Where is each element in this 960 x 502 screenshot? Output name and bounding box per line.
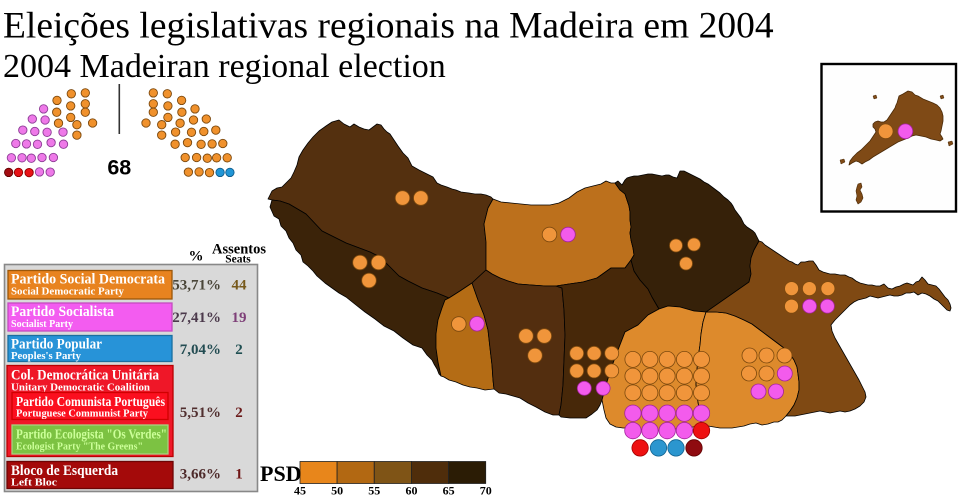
svg-text:44: 44 [232,278,248,294]
svg-text:2004 Madeiran regional electio: 2004 Madeiran regional election [3,48,446,85]
svg-text:65: 65 [443,484,455,498]
svg-text:Peoples's Party: Peoples's Party [11,351,82,362]
svg-text:60: 60 [405,484,417,498]
svg-text:Ecologist Party "The Greens": Ecologist Party "The Greens" [16,442,143,453]
svg-text:5,51%: 5,51% [180,405,221,421]
svg-text:3,66%: 3,66% [180,467,221,483]
svg-text:Bloco de Esquerda: Bloco de Esquerda [11,463,118,479]
svg-text:Col. Democrática Unitária: Col. Democrática Unitária [11,368,159,384]
svg-text:Assentos: Assentos [212,242,266,258]
svg-text:68: 68 [107,156,131,180]
svg-text:Portuguese Communist Party: Portuguese Communist Party [16,409,149,420]
svg-text:%: % [189,249,204,265]
svg-text:45: 45 [294,484,306,498]
svg-text:PSD: PSD [260,461,302,486]
svg-text:2: 2 [235,342,243,358]
svg-text:53,71%: 53,71% [172,278,221,294]
svg-text:Partido Comunista Português: Partido Comunista Português [16,394,165,409]
svg-text:70: 70 [480,484,492,498]
svg-text:Social Democratic Party: Social Democratic Party [11,287,125,298]
svg-text:27,41%: 27,41% [172,310,221,326]
svg-text:Partido Ecologista "Os Verdes": Partido Ecologista "Os Verdes" [16,427,167,442]
svg-text:7,04%: 7,04% [180,342,221,358]
svg-text:19: 19 [232,310,247,326]
svg-text:Seats: Seats [225,254,251,266]
svg-text:Socialist Party: Socialist Party [11,319,74,330]
svg-text:2: 2 [235,405,243,421]
svg-text:Left Bloc: Left Bloc [11,478,57,489]
svg-text:1: 1 [235,467,243,483]
svg-text:Partido Socialista: Partido Socialista [11,304,114,320]
svg-text:Eleições legislativas regionai: Eleições legislativas regionais na Madei… [3,6,774,47]
svg-text:Unitary Democratic Coalition: Unitary Democratic Coalition [11,383,150,394]
svg-text:50: 50 [331,484,343,498]
svg-text:55: 55 [368,484,380,498]
svg-text:Partido Social Democrata: Partido Social Democrata [11,272,165,288]
svg-text:Partido Popular: Partido Popular [11,337,102,353]
